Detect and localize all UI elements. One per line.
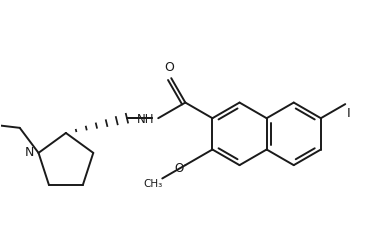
Text: N: N bbox=[25, 146, 34, 159]
Text: NH: NH bbox=[137, 113, 154, 126]
Text: O: O bbox=[164, 61, 174, 74]
Text: O: O bbox=[174, 162, 183, 175]
Text: CH₃: CH₃ bbox=[143, 179, 163, 189]
Text: I: I bbox=[347, 107, 351, 121]
